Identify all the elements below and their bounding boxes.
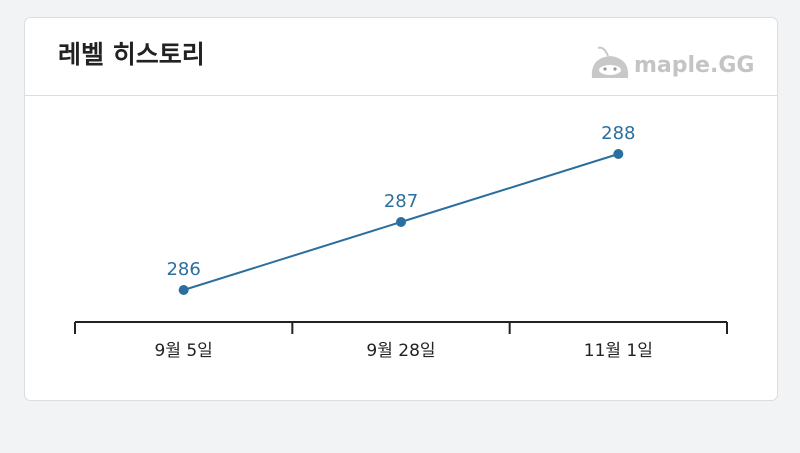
- value-label: 288: [601, 123, 635, 144]
- x-tick-label: 9월 5일: [155, 341, 213, 361]
- point: [613, 149, 624, 159]
- value-label: 286: [166, 259, 200, 280]
- card: [24, 17, 778, 401]
- point: [396, 217, 406, 227]
- x-tick-label: 11월 1일: [584, 341, 653, 361]
- card-title: 레벨 히스토리: [58, 40, 205, 69]
- value-label: 287: [384, 191, 418, 212]
- logo-icon: [591, 46, 629, 78]
- point: [178, 285, 189, 295]
- x-tick-label: 9월 28일: [366, 341, 435, 361]
- logo-text: maple.GG: [634, 53, 754, 78]
